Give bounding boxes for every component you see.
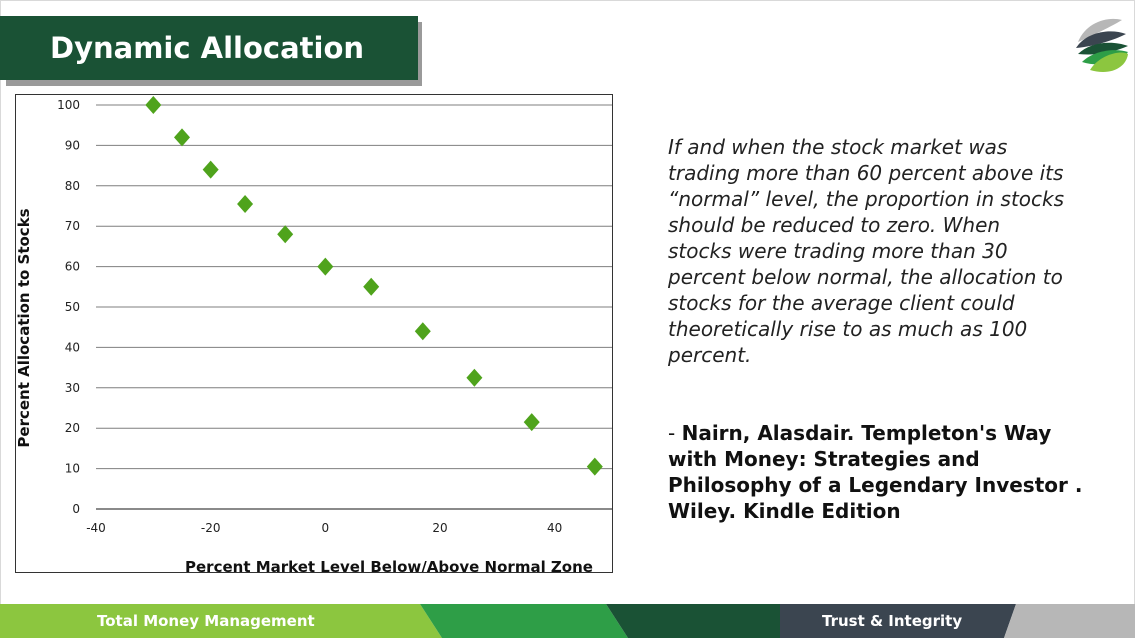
data-point — [237, 194, 254, 213]
footer-segment-gray — [1004, 604, 1135, 638]
quote-text: If and when the stock market was trading… — [668, 135, 1065, 367]
data-point — [202, 160, 219, 179]
footer-segment-lime — [0, 604, 442, 638]
footer-segment-slate — [780, 604, 1016, 638]
scatter-chart: 0 10 20 30 40 50 60 70 80 90 100 -40 -20 0 20 40 Percen… — [15, 94, 613, 573]
x-axis-label: Percent Market Level Below/Above Normal … — [185, 558, 593, 572]
data-point — [466, 368, 483, 387]
y-tick-label: 100 — [57, 98, 80, 112]
y-tick-label: 10 — [65, 462, 80, 476]
y-tick-label: 0 — [72, 502, 80, 516]
grid-lines — [96, 104, 612, 510]
footer-segment-dark-green — [606, 604, 785, 638]
data-point — [586, 457, 603, 476]
x-tick-label: -40 — [86, 521, 106, 535]
data-point — [317, 257, 334, 276]
y-tick-label: 60 — [65, 260, 80, 274]
citation-reference: Nairn, Alasdair. Templeton's Way with Mo… — [668, 421, 1083, 523]
data-point — [277, 225, 294, 244]
data-point — [174, 128, 190, 147]
footer-left-label: Total Money Management — [97, 612, 315, 630]
tick-labels: 0 10 20 30 40 50 60 70 80 90 100 -40 -20 0 20 40 — [57, 98, 562, 535]
data-points — [145, 96, 603, 476]
x-tick-label: -20 — [201, 521, 221, 535]
y-axis-label: Percent Allocation to Stocks — [16, 208, 33, 447]
citation: - Nairn, Alasdair. Templeton's Way with … — [668, 420, 1088, 524]
citation-dash: - — [668, 421, 682, 445]
x-tick-label: 20 — [432, 521, 447, 535]
y-tick-label: 90 — [65, 138, 80, 152]
chart-canvas: 0 10 20 30 40 50 60 70 80 90 100 -40 -20 0 20 40 Percen… — [16, 96, 612, 572]
footer-segment-green — [420, 604, 628, 638]
data-point — [145, 96, 162, 114]
data-point — [414, 322, 431, 341]
y-tick-label: 80 — [65, 179, 80, 193]
y-tick-label: 30 — [65, 381, 80, 395]
x-tick-label: 40 — [547, 521, 562, 535]
y-tick-label: 20 — [65, 421, 80, 435]
footer-bar — [0, 604, 1135, 638]
slide-title: Dynamic Allocation — [0, 16, 418, 80]
y-tick-label: 50 — [65, 300, 80, 314]
leaf-logo-icon — [1076, 18, 1128, 73]
y-tick-label: 70 — [65, 219, 80, 233]
x-tick-label: 0 — [322, 521, 330, 535]
footer-right-label: Trust & Integrity — [822, 612, 963, 630]
data-point — [363, 277, 380, 296]
data-point — [523, 413, 540, 432]
y-tick-label: 40 — [65, 340, 80, 354]
